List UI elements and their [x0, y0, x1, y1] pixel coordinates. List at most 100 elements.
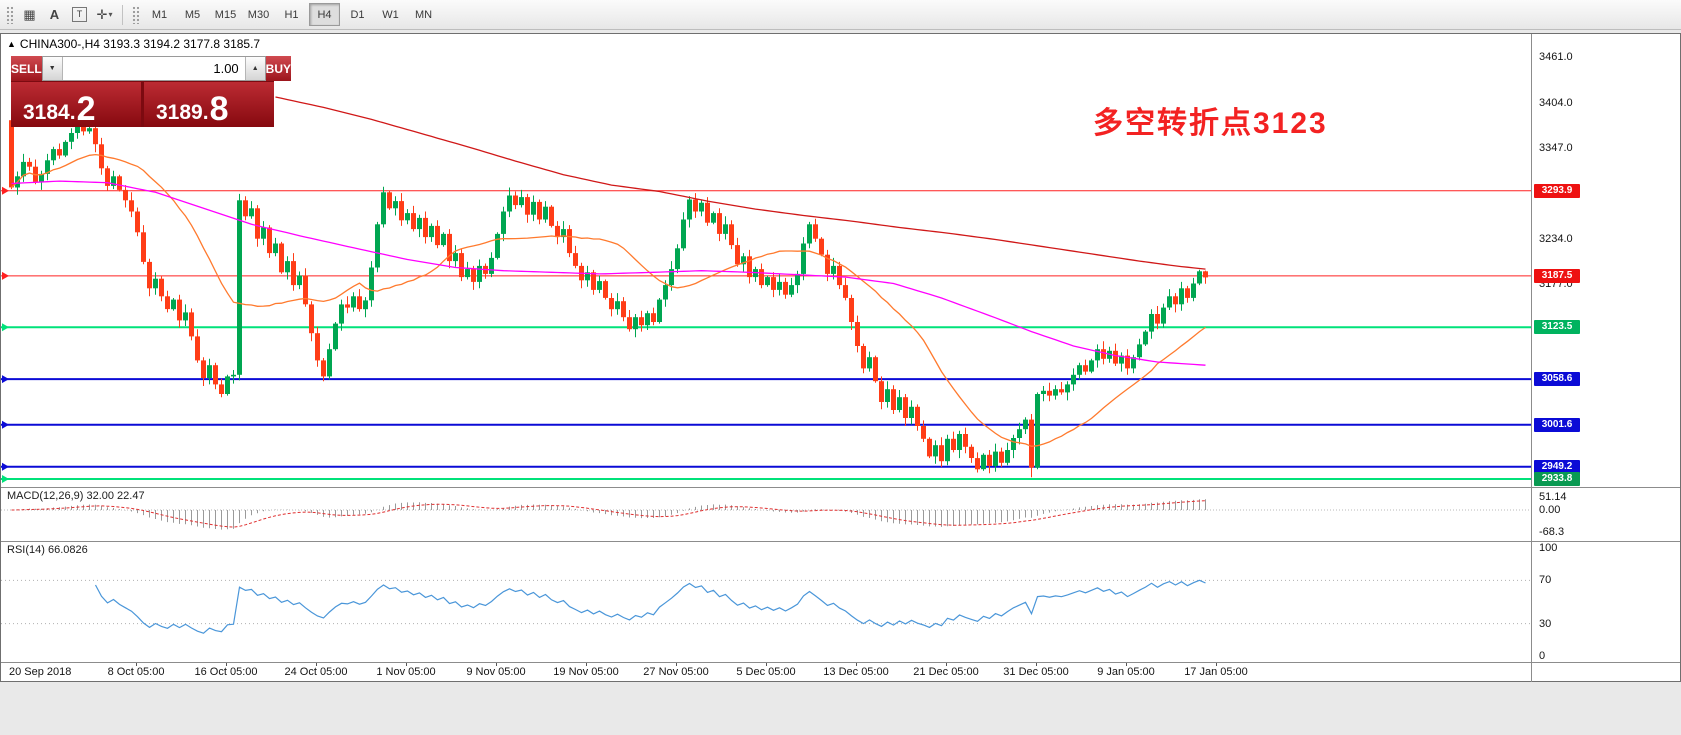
- time-axis-label: 8 Oct 05:00: [107, 666, 165, 678]
- timeframe-m15[interactable]: M15: [214, 8, 237, 21]
- axis-separator: [1531, 34, 1532, 682]
- sell-price-main: 3184.: [23, 100, 76, 124]
- chart-annotation-text: 多空转折点3123: [1093, 107, 1328, 140]
- sell-price-display[interactable]: 3184. 2: [11, 82, 141, 127]
- price-axis[interactable]: 3461.0 3404.0 3347.0 3234.0 3177.0 3293.9 3187…: [1532, 34, 1679, 682]
- time-axis-label: 27 Nov 05:00: [643, 666, 709, 678]
- time-axis-label: 20 Sep 2018: [9, 666, 72, 678]
- toolbar-grip[interactable]: [6, 5, 13, 24]
- macd-axis-label: 51.14: [1539, 491, 1567, 503]
- time-axis-label: 24 Oct 05:00: [284, 666, 348, 678]
- time-axis-tick: [586, 663, 587, 666]
- rsi-panel-svg[interactable]: [1, 542, 1531, 662]
- price-tag: 3001.6: [1534, 417, 1580, 432]
- buy-price-main: 3189.: [156, 100, 209, 124]
- macd-axis-label: -68.3: [1539, 526, 1565, 538]
- time-axis-tick: [316, 663, 317, 666]
- macd-histogram: [17, 499, 1206, 530]
- price-axis-label: 3461.0: [1539, 51, 1573, 63]
- time-axis-label: 21 Dec 05:00: [913, 666, 979, 678]
- bottom-strip: [0, 682, 1681, 735]
- price-tag: 3187.5: [1534, 268, 1580, 283]
- time-axis-label: 1 Nov 05:00: [376, 666, 436, 678]
- price-axis-label: 3234.0: [1539, 232, 1573, 245]
- time-axis-tick: [856, 663, 857, 666]
- panel-separator: [1, 487, 1680, 488]
- hline-left-marker: [2, 475, 9, 483]
- time-axis-tick: [406, 663, 407, 666]
- volume-decrease-button[interactable]: ▼: [42, 57, 63, 80]
- hline-left-marker: [2, 323, 9, 332]
- timeframe-h1[interactable]: H1: [284, 8, 299, 21]
- time-axis-label: 5 Dec 05:00: [736, 666, 796, 678]
- buy-button[interactable]: BUY: [265, 56, 292, 81]
- timeframe-m30[interactable]: M30: [247, 8, 270, 21]
- price-axis-label: 3404.0: [1539, 96, 1573, 109]
- time-axis-tick: [226, 663, 227, 666]
- sell-button[interactable]: SELL: [11, 56, 42, 81]
- panel-separator: [1, 541, 1680, 542]
- pointer-dropdown-icon[interactable]: ✛ ▾: [92, 4, 117, 26]
- hline-left-marker: [2, 271, 9, 280]
- symbol-ohlc-text: CHINA300-,H4 3193.3 3194.2 3177.8 3185.7: [19, 37, 261, 51]
- buy-price-display[interactable]: 3189. 8: [144, 82, 274, 127]
- text-annotation-icon[interactable]: A: [42, 4, 67, 26]
- rsi-line: [94, 579, 1206, 634]
- time-axis-tick: [946, 663, 947, 666]
- hline-left-marker: [2, 462, 9, 471]
- chart-window: ▲ CHINA300-,H4 3193.3 3194.2 3177.8 3185…: [0, 33, 1681, 682]
- time-axis-tick: [1036, 663, 1037, 666]
- time-axis-tick: [766, 663, 767, 666]
- timeframe-h4[interactable]: H4: [309, 3, 340, 26]
- chart-grid-icon-glyph: ▦: [23, 6, 36, 22]
- text-frame-icon[interactable]: T: [67, 4, 92, 26]
- dropdown-caret-icon: ▾: [108, 10, 113, 19]
- sell-price-big: 2: [76, 89, 96, 128]
- time-axis-label: 31 Dec 05:00: [1003, 666, 1069, 678]
- hline-left-marker: [2, 375, 9, 384]
- buy-price-big: 8: [209, 89, 229, 128]
- price-tag: 3058.6: [1534, 372, 1580, 387]
- time-axis-label: 16 Oct 05:00: [194, 666, 258, 678]
- horizontal-lines[interactable]: [1, 186, 1531, 483]
- time-axis-tick: [1126, 663, 1127, 666]
- time-axis-label: 17 Jan 05:00: [1184, 666, 1248, 678]
- ma-slow-line: [275, 96, 1206, 270]
- chart-grid-icon[interactable]: ▦: [17, 4, 42, 26]
- candles: [9, 113, 1208, 478]
- timeframe-mn[interactable]: MN: [414, 8, 433, 21]
- time-axis[interactable]: 20 Sep 2018 8 Oct 05:00 16 Oct 05:00 24 Oct…: [1, 663, 1531, 682]
- one-click-trading-panel: SELL ▼ ▲ BUY 3184. 2 3189. 8: [11, 56, 292, 127]
- hline-left-marker: [2, 186, 9, 195]
- price-tag: 2949.2: [1534, 459, 1580, 474]
- volume-increase-button[interactable]: ▲: [244, 57, 265, 80]
- symbol-header: ▲ CHINA300-,H4 3193.3 3194.2 3177.8 3185…: [7, 37, 260, 51]
- macd-label: MACD(12,26,9) 32.00 22.47: [7, 490, 145, 502]
- tool-icons: ▦ A T ✛ ▾: [17, 4, 117, 26]
- volume-control: ▼ ▲: [41, 56, 266, 81]
- time-axis-label: 9 Jan 05:00: [1097, 666, 1155, 678]
- price-tag: 3123.5: [1534, 320, 1580, 335]
- macd-signal-line: [11, 500, 1206, 528]
- volume-input[interactable]: [62, 57, 245, 80]
- timeframe-w1[interactable]: W1: [382, 8, 399, 21]
- toolbar-separator: [122, 4, 123, 25]
- time-axis-tick: [676, 663, 677, 666]
- macd-panel-svg[interactable]: [1, 488, 1531, 541]
- timeframe-d1[interactable]: D1: [350, 8, 365, 21]
- time-axis-tick: [136, 663, 137, 666]
- timeframe-m5[interactable]: M5: [184, 8, 201, 21]
- price-chart-svg[interactable]: [1, 34, 1531, 487]
- rsi-axis-label: 0: [1539, 650, 1546, 662]
- ma-fast-line: [11, 153, 1206, 447]
- price-tag: 3293.9: [1534, 183, 1580, 198]
- macd-axis-label: 0.00: [1539, 504, 1561, 516]
- price-axis-label: 3347.0: [1539, 142, 1573, 155]
- timeframe-toolbar-grip[interactable]: [132, 5, 139, 24]
- rsi-axis-label: 70: [1539, 574, 1552, 586]
- chart-toolbar: ▦ A T ✛ ▾ M1 M5 M15 M30 H1 H4 D1 W1 MN: [0, 0, 1681, 30]
- timeframe-m1[interactable]: M1: [151, 8, 168, 21]
- price-tag: 2933.8: [1534, 472, 1580, 487]
- rsi-axis-label: 100: [1539, 542, 1558, 554]
- time-axis-tick: [496, 663, 497, 666]
